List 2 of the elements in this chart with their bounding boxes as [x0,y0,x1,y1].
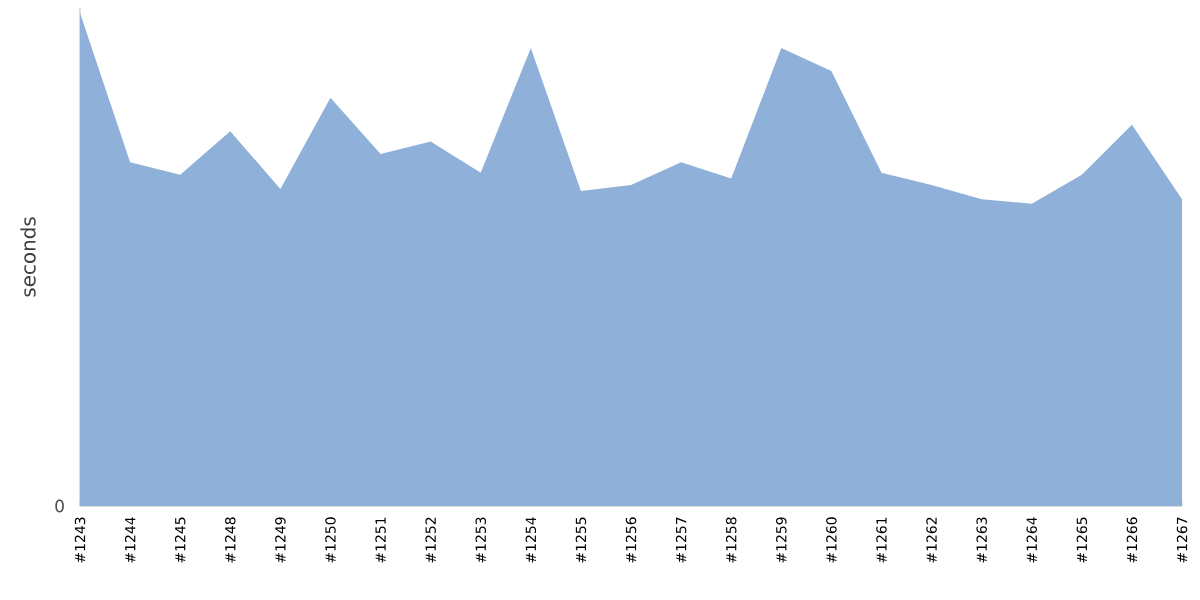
text: 0 [55,499,64,513]
y-axis-title: seconds [20,217,36,297]
